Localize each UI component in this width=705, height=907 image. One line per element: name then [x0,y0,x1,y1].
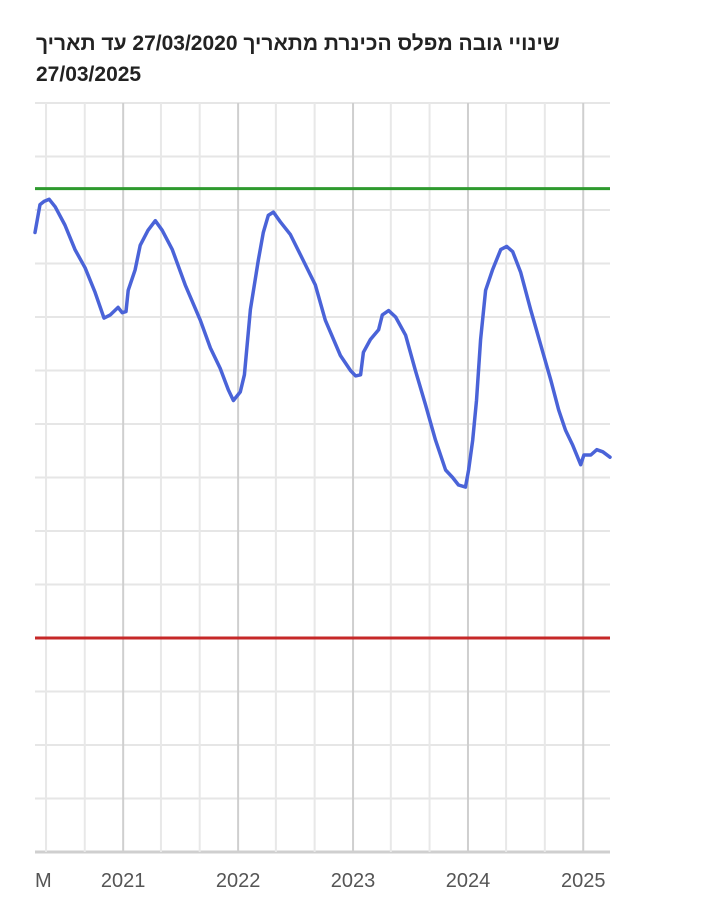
series-group [33,197,612,489]
x-tick-label: 2021 [101,870,146,892]
chart-title: שינויי גובה מפלס הכינרת מתאריך 27/03/202… [36,32,560,86]
x-tick-label: 2023 [331,870,376,892]
reference-lines [35,187,610,640]
x-tick-label: 2025 [561,870,606,892]
x-axis-ticks: M 2021 2022 2023 2024 2025 [35,870,605,892]
x-tick-label: M [35,870,52,892]
x-tick-label: 2022 [216,870,261,892]
series-line [33,197,612,489]
grid [35,102,610,854]
x-tick-label: 2024 [446,870,491,892]
